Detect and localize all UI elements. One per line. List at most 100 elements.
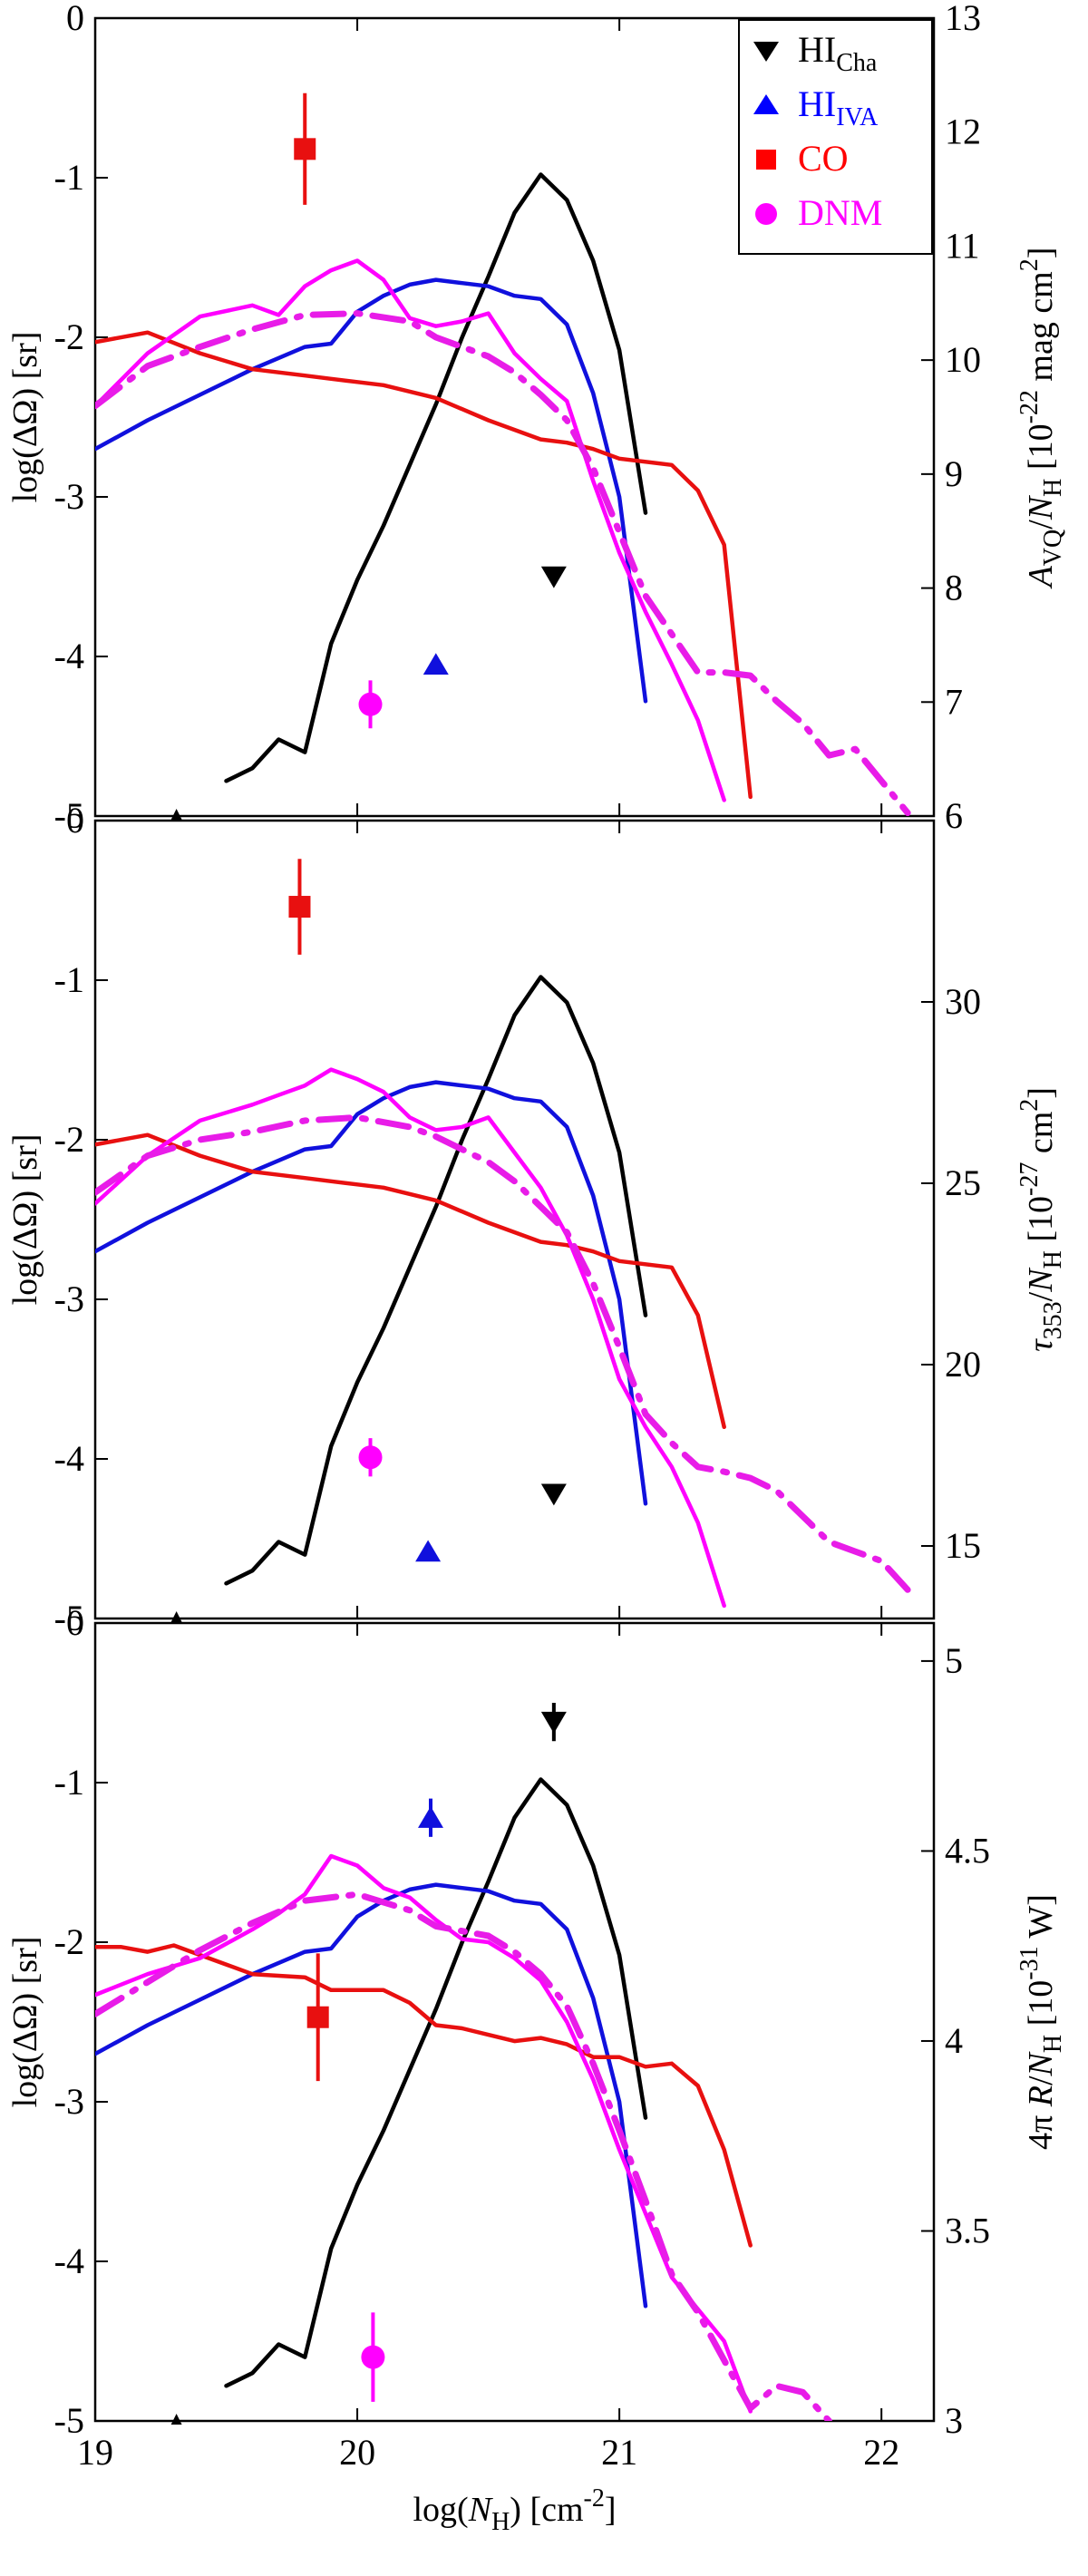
right-tick-label: 13 <box>945 0 981 38</box>
hi-cha-edge-marker <box>170 2414 182 2425</box>
left-tick-label: -4 <box>54 1438 84 1479</box>
panel-frame <box>93 1621 936 2423</box>
panel-bottom: 0 -1 -2 -3 -4 -5 3 3.5 4 4.5 5 log(ΔΩ) [sr] 4π R/NH … <box>6 1602 1067 2441</box>
left-tick-label: 0 <box>66 0 84 38</box>
legend-label-main: DNM <box>798 192 882 233</box>
legend: HICha HIIVA CO DNM <box>738 19 933 255</box>
right-tick-label: 10 <box>945 339 981 380</box>
left-tick-label: -5 <box>54 1598 84 1638</box>
series-line-dnm-dashdot <box>95 310 911 816</box>
legend-entry-co: CO <box>756 138 849 179</box>
right-tick-label: 20 <box>945 1344 981 1385</box>
data-point-dnm <box>358 680 383 729</box>
legend-label-main: HI <box>798 83 836 124</box>
legend-label: HICha <box>798 29 878 77</box>
legend-marker <box>755 203 777 225</box>
x-tick-label: 20 <box>339 2432 375 2473</box>
panel-frame <box>93 819 936 1620</box>
left-tick-label: -3 <box>54 2081 84 2122</box>
right-tick-label: 4.5 <box>945 1830 990 1871</box>
right-tick-label: 3 <box>945 2400 963 2441</box>
series-line-dnm <box>95 258 726 802</box>
left-tick-label: -4 <box>54 636 84 676</box>
series-line-dnm-dashdot <box>95 1113 911 1593</box>
y2-axis-label: τ353/NH [10-27 cm2] <box>1015 1087 1067 1352</box>
left-tick-label: -1 <box>54 1762 84 1803</box>
right-tick-label: 12 <box>945 112 981 152</box>
legend-marker <box>753 94 779 114</box>
left-tick-label: -4 <box>54 2241 84 2281</box>
panels: 0 -1 -2 -3 -4 -5 6 7 8 9 10 11 12 13 log(ΔΩ) [sr] AVQ/N… <box>6 0 1067 2441</box>
right-tick-label: 6 <box>945 795 963 836</box>
y-axis-label-text: log(ΔΩ) [sr] <box>6 1937 44 2108</box>
series-line-dnm <box>95 1067 726 1609</box>
series-line-hi-cha <box>224 975 648 1586</box>
y2-axis-label: AVQ/NH [10-22 mag cm2] <box>1015 248 1067 590</box>
series-line-co <box>95 1132 726 1430</box>
panel-frame <box>93 16 936 818</box>
x-tick-label: 21 <box>601 2432 637 2473</box>
y-axis-label: log(ΔΩ) [sr] <box>6 332 44 503</box>
right-tick-label: 3.5 <box>945 2210 990 2250</box>
data-point-co <box>294 92 316 205</box>
data-point-hi-iva <box>418 1798 443 1837</box>
data-point-hi-iva <box>415 1540 442 1562</box>
right-tick-label: 8 <box>945 568 963 608</box>
left-tick-label: -2 <box>54 316 84 357</box>
left-tick-label: 0 <box>66 800 84 841</box>
data-point-dnm <box>358 1438 383 1477</box>
panel-top: 0 -1 -2 -3 -4 -5 6 7 8 9 10 11 12 13 log(ΔΩ) [sr] AVQ/N… <box>6 0 1067 836</box>
legend-label: HIIVA <box>798 83 879 131</box>
data-point-dnm <box>361 2312 385 2402</box>
left-tick-label: -1 <box>54 157 84 198</box>
left-tick-label: -2 <box>54 1921 84 1962</box>
right-tick-label: 25 <box>945 1162 981 1203</box>
legend-marker <box>753 42 779 62</box>
legend-label: DNM <box>798 192 882 233</box>
series-line-hi-cha <box>224 172 648 783</box>
right-tick-label: 9 <box>945 453 963 494</box>
x-axis-label: log(NH) [cm-2] <box>413 2484 616 2536</box>
legend-entry-hi-iva: HIIVA <box>753 83 879 131</box>
right-tick-label: 30 <box>945 981 981 1022</box>
y-axis-label-text: log(ΔΩ) [sr] <box>6 332 44 503</box>
series-line-hi-iva <box>95 277 648 704</box>
right-tick-label: 7 <box>945 681 963 722</box>
hi-cha-edge-marker <box>170 809 182 820</box>
x-tick-label: 19 <box>77 2432 113 2473</box>
right-tick-label: 4 <box>945 2020 963 2061</box>
legend-label: CO <box>798 138 849 179</box>
y2-axis-label: 4π R/NH [10-31 W] <box>1015 1894 1067 2150</box>
legend-label-main: CO <box>798 138 849 179</box>
data-point-co <box>306 1953 329 2082</box>
y-axis-label: log(ΔΩ) [sr] <box>6 1134 44 1306</box>
legend-marker <box>756 150 776 170</box>
series-group <box>95 975 911 1609</box>
series-group <box>95 172 911 816</box>
series-line-co <box>95 1943 753 2248</box>
y-axis-label-text: log(ΔΩ) [sr] <box>6 1134 44 1306</box>
series-group <box>95 1777 832 2421</box>
x-tick-label: 22 <box>863 2432 899 2473</box>
series-line-hi-iva <box>95 1882 648 2309</box>
left-tick-label: -3 <box>54 476 84 517</box>
data-point-hi-cha <box>540 566 567 588</box>
data-point-hi-iva <box>423 653 449 675</box>
series-line-dnm <box>95 1853 753 2414</box>
data-point-hi-cha <box>540 1703 567 1742</box>
left-tick-label: -5 <box>54 2400 84 2441</box>
right-tick-label: 15 <box>945 1525 981 1566</box>
legend-entry-hi-cha: HICha <box>753 29 878 77</box>
hi-cha-edge-marker <box>170 1611 182 1622</box>
data-point-co <box>288 859 311 955</box>
left-tick-label: -5 <box>54 795 84 836</box>
legend-label-sub: IVA <box>836 103 879 131</box>
series-line-co <box>95 330 753 800</box>
left-tick-label: -1 <box>54 959 84 1000</box>
left-tick-label: -2 <box>54 1119 84 1160</box>
left-tick-label: -3 <box>54 1278 84 1319</box>
left-tick-label: 0 <box>66 1602 84 1643</box>
y-axis-label: log(ΔΩ) [sr] <box>6 1937 44 2108</box>
series-line-dnm-dashdot <box>95 1891 832 2421</box>
